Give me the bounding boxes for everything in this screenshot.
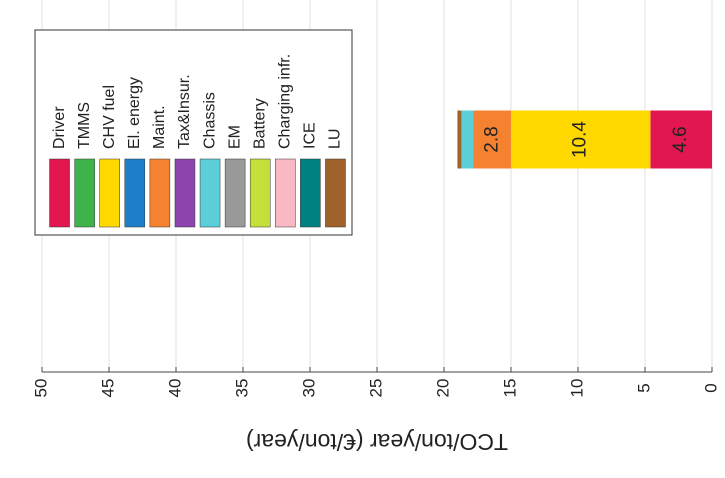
legend-swatch (74, 158, 95, 228)
bar-segment (650, 110, 712, 169)
legend-label: Tax&Insur. (176, 74, 193, 149)
legend-swatch (199, 158, 221, 228)
legend-swatch (49, 158, 70, 228)
x-tick-label: 45 (98, 379, 117, 398)
bar-segment (457, 110, 462, 169)
x-tick-label: 5 (634, 383, 653, 392)
data-label: 10.4 (570, 121, 591, 158)
x-tick-label: 25 (366, 379, 385, 398)
bar-segment (461, 110, 474, 169)
bar-segment (473, 110, 511, 169)
legend-swatch (99, 158, 120, 228)
bar-segment (511, 110, 651, 169)
x-tick-label: 30 (299, 379, 318, 398)
data-label: 2.8 (481, 126, 502, 152)
legend-label: ICE (302, 122, 319, 149)
legend-label: LU (327, 129, 344, 149)
legend-label: El. energy (126, 77, 143, 149)
legend-swatch (224, 158, 246, 228)
legend-label: Driver (51, 106, 68, 149)
x-axis-title: TCO/ton/year (€/ton/year) (246, 429, 508, 455)
legend-swatch (249, 158, 271, 228)
legend-swatch (124, 158, 146, 228)
legend-swatch (149, 158, 171, 228)
x-tick-label: 50 (31, 379, 50, 398)
legend-swatch (275, 158, 296, 228)
x-tick-label: 35 (232, 379, 251, 398)
data-label: 4.6 (670, 126, 691, 152)
legend-label: Chassis (201, 92, 218, 149)
legend-label: CHV fuel (101, 85, 118, 149)
legend-swatch (174, 158, 196, 228)
x-tick-label: 10 (567, 379, 586, 398)
x-tick-label: 0 (701, 383, 720, 392)
chart-body: TCO/ton/year (€/ton/year) 0 5 10 15 20 25 30 35… (31, 0, 720, 455)
legend-label: Charging infr. (277, 54, 294, 149)
legend-label: Battery (251, 98, 268, 149)
x-tick-label: 20 (433, 379, 452, 398)
legend-label: Maint. (151, 105, 168, 149)
legend-swatch (300, 158, 321, 228)
legend-label: EM (226, 125, 243, 149)
x-tick-label: 15 (500, 379, 519, 398)
legend-label: TMMS (76, 102, 93, 149)
legend-swatch (325, 158, 346, 228)
x-tick-label: 40 (165, 379, 184, 398)
